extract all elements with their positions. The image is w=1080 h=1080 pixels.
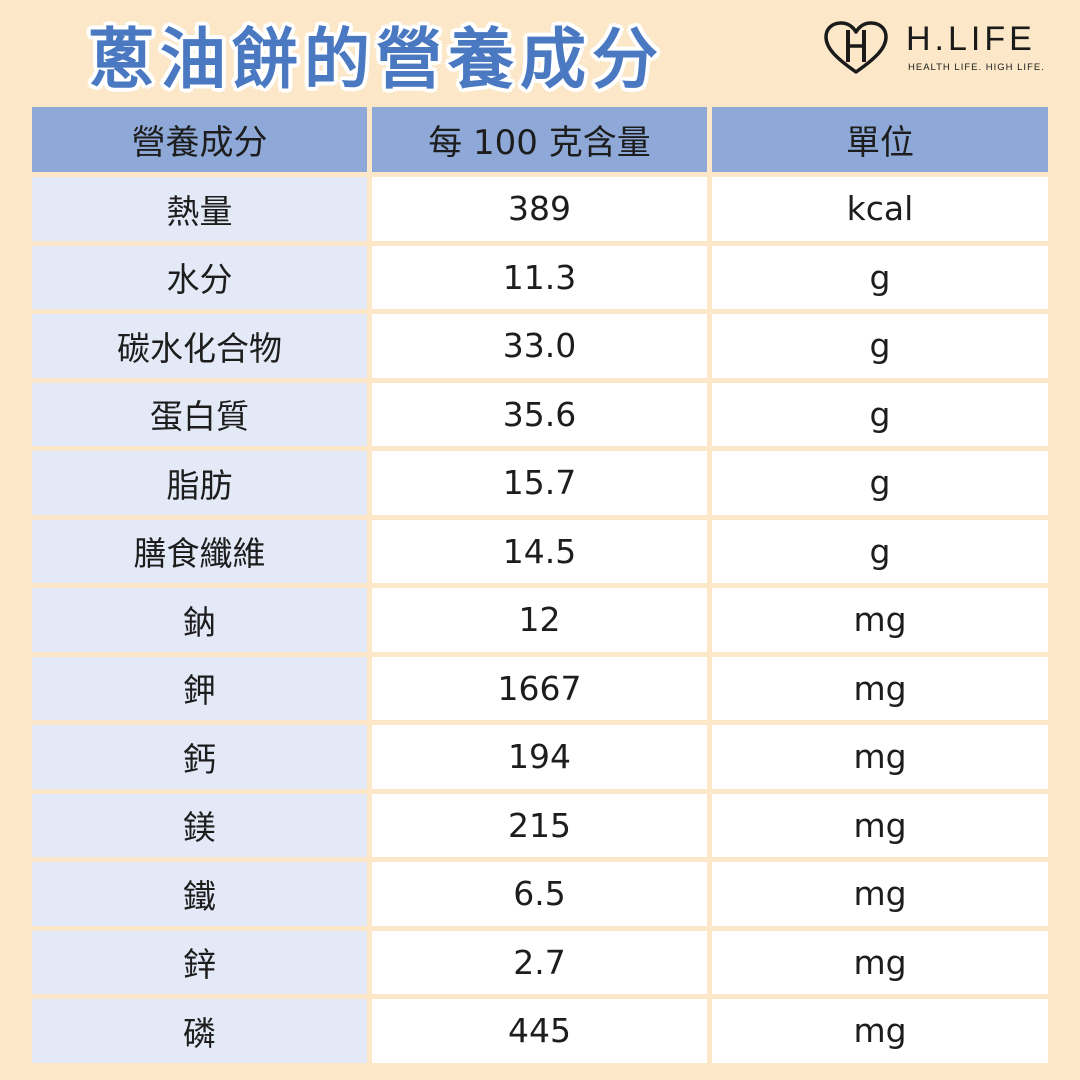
logo-tagline: HEALTH LIFE. HIGH LIFE.	[908, 62, 1045, 73]
unit-cell: mg	[712, 656, 1048, 725]
amount-cell: 2.7	[372, 930, 712, 999]
amount-cell: 11.3	[372, 245, 712, 314]
amount-cell: 33.0	[372, 314, 712, 383]
amount-cell: 215	[372, 793, 712, 862]
brand-logo: H.LIFE HEALTH LIFE. HIGH LIFE.	[822, 20, 1062, 76]
nutrient-name-cell: 鈣	[32, 725, 372, 794]
amount-cell: 445	[372, 999, 712, 1068]
amount-cell: 15.7	[372, 451, 712, 520]
unit-cell: kcal	[712, 177, 1048, 246]
amount-cell: 194	[372, 725, 712, 794]
unit-cell: mg	[712, 793, 1048, 862]
amount-cell: 14.5	[372, 519, 712, 588]
nutrient-name-cell: 蛋白質	[32, 382, 372, 451]
header-nutrient: 營養成分	[32, 107, 372, 177]
unit-cell: g	[712, 314, 1048, 383]
header-amount-per-100g: 每 100 克含量	[372, 107, 712, 177]
table-row: 鋅 2.7 mg	[32, 930, 1048, 999]
nutrient-name-cell: 磷	[32, 999, 372, 1068]
table-row: 膳食纖維 14.5 g	[32, 519, 1048, 588]
logo-name: H.LIFE	[906, 20, 1036, 58]
unit-cell: g	[712, 245, 1048, 314]
nutrition-table: 營養成分 每 100 克含量 單位 熱量 389 kcal 水分 11.3 g 碳水化合物 3…	[32, 107, 1048, 1068]
nutrient-name-cell: 水分	[32, 245, 372, 314]
nutrient-name-cell: 熱量	[32, 177, 372, 246]
amount-cell: 35.6	[372, 382, 712, 451]
table-row: 鎂 215 mg	[32, 793, 1048, 862]
table-row: 蛋白質 35.6 g	[32, 382, 1048, 451]
unit-cell: g	[712, 382, 1048, 451]
nutrient-name-cell: 膳食纖維	[32, 519, 372, 588]
nutrient-name-cell: 鋅	[32, 930, 372, 999]
amount-cell: 389	[372, 177, 712, 246]
nutrient-name-cell: 鈉	[32, 588, 372, 657]
header-unit: 單位	[712, 107, 1048, 177]
table-row: 水分 11.3 g	[32, 245, 1048, 314]
table-row: 碳水化合物 33.0 g	[32, 314, 1048, 383]
table-row: 鐵 6.5 mg	[32, 862, 1048, 931]
heart-h-logo-icon	[824, 21, 888, 74]
amount-cell: 12	[372, 588, 712, 657]
nutrient-name-cell: 脂肪	[32, 451, 372, 520]
amount-cell: 6.5	[372, 862, 712, 931]
table-row: 鈣 194 mg	[32, 725, 1048, 794]
table-body: 熱量 389 kcal 水分 11.3 g 碳水化合物 33.0 g 蛋白質 35.6 g 脂肪 15.7…	[32, 177, 1048, 1068]
table-header-row: 營養成分 每 100 克含量 單位	[32, 107, 1048, 177]
unit-cell: mg	[712, 725, 1048, 794]
unit-cell: mg	[712, 999, 1048, 1068]
nutrient-name-cell: 鎂	[32, 793, 372, 862]
page-title: 蔥油餅的營養成分	[88, 21, 664, 98]
nutrient-name-cell: 鉀	[32, 656, 372, 725]
unit-cell: g	[712, 519, 1048, 588]
nutrient-name-cell: 鐵	[32, 862, 372, 931]
nutrient-name-cell: 碳水化合物	[32, 314, 372, 383]
unit-cell: mg	[712, 862, 1048, 931]
amount-cell: 1667	[372, 656, 712, 725]
table-row: 磷 445 mg	[32, 999, 1048, 1068]
table-row: 熱量 389 kcal	[32, 177, 1048, 246]
table-row: 鉀 1667 mg	[32, 656, 1048, 725]
unit-cell: mg	[712, 930, 1048, 999]
unit-cell: g	[712, 451, 1048, 520]
table-row: 脂肪 15.7 g	[32, 451, 1048, 520]
table-row: 鈉 12 mg	[32, 588, 1048, 657]
unit-cell: mg	[712, 588, 1048, 657]
